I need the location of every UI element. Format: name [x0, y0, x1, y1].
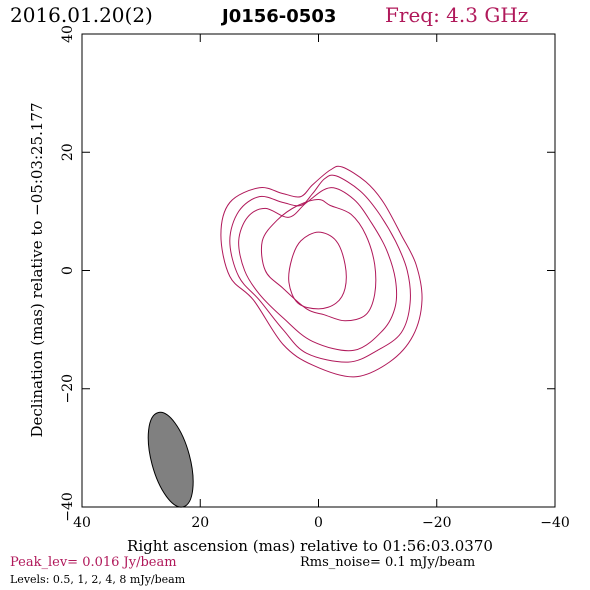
- contour-level-8: [288, 231, 347, 310]
- x-tick-label: 20: [191, 515, 209, 531]
- contour-levels: Levels: 0.5, 1, 2, 4, 8 mJy/beam: [10, 573, 186, 586]
- frequency-label: Freq: 4.3 GHz: [385, 3, 528, 27]
- y-tick-label: −40: [60, 492, 76, 522]
- beam-ellipse-group: [147, 411, 194, 508]
- date-label: 2016.01.20(2): [10, 3, 153, 27]
- contour-level-2: [238, 187, 398, 352]
- x-tick-label: −40: [540, 515, 570, 531]
- y-tick-label: −20: [60, 374, 76, 404]
- beam-ellipse: [147, 411, 194, 508]
- y-tick-label: 0: [60, 266, 76, 275]
- x-tick-label: −20: [422, 515, 452, 531]
- x-axis-label: Right ascension (mas) relative to 01:56:…: [127, 537, 493, 555]
- source-name: J0156-0503: [220, 6, 336, 27]
- x-tick-label: 0: [314, 515, 323, 531]
- contour-level-1: [229, 174, 411, 363]
- y-tick-label: 40: [60, 25, 76, 43]
- contour-lines: [220, 165, 423, 378]
- axis-ticks: [81, 33, 556, 508]
- axis-tick-labels: 40 20 0 −20 −40 −40 −20 0 20 40: [60, 25, 570, 531]
- peak-level: Peak_lev= 0.016 Jy/beam: [10, 555, 177, 570]
- x-tick-label: 40: [73, 515, 91, 531]
- contour-level-4: [260, 198, 377, 322]
- y-axis-label: Declination (mas) relative to −05:03:25.…: [28, 102, 46, 437]
- contour-level-0_5: [220, 165, 423, 378]
- rms-noise: Rms_noise= 0.1 mJy/beam: [300, 555, 475, 570]
- y-tick-label: 20: [60, 143, 76, 161]
